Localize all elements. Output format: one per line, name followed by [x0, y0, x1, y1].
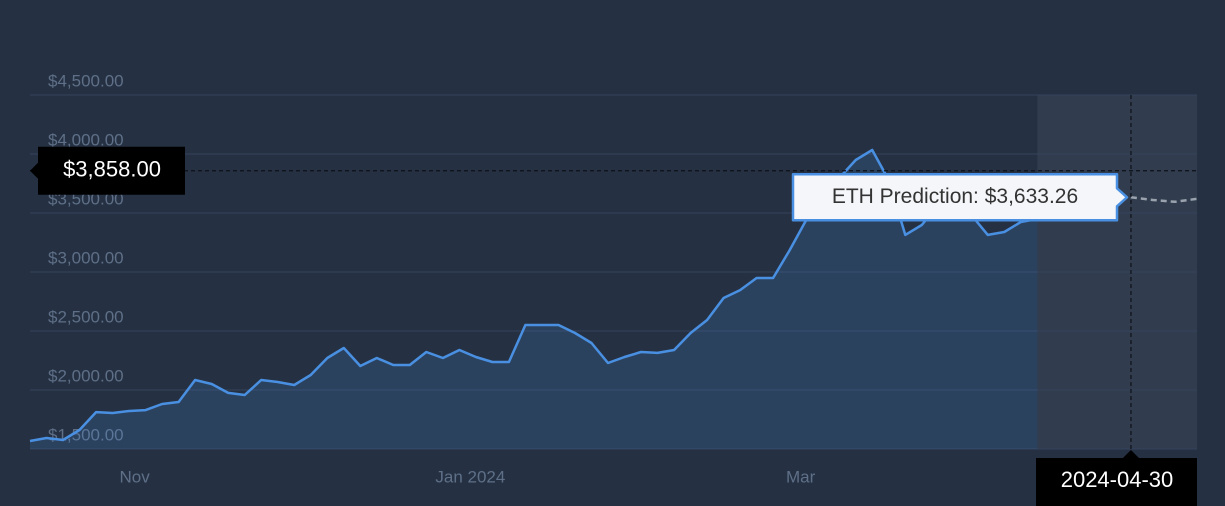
x-tick-label: Jan 2024	[435, 467, 505, 486]
x-tick-label: Mar	[786, 467, 816, 486]
x-crosshair-label: 2024-04-30	[1061, 467, 1174, 492]
area	[30, 150, 1038, 449]
tooltip-text: ETH Prediction: $3,633.26	[832, 185, 1078, 208]
y-tick-label: $2,000.00	[48, 366, 124, 385]
x-tick-label: Nov	[119, 467, 150, 486]
prediction-line	[1130, 196, 1198, 204]
y-tick-label: $4,000.00	[48, 130, 124, 149]
y-crosshair-box	[30, 146, 185, 195]
price-line	[29, 148, 1038, 443]
y-crosshair-label: $3,858.00	[63, 157, 161, 182]
y-tick-label: $2,500.00	[48, 307, 124, 326]
y-tick-label: $1,500.00	[48, 425, 124, 444]
x-crosshair-box	[1036, 450, 1197, 506]
tooltip-box	[791, 173, 1129, 222]
y-tick-label: $3,000.00	[48, 248, 124, 267]
y-tick-label: $4,500.00	[48, 71, 124, 90]
